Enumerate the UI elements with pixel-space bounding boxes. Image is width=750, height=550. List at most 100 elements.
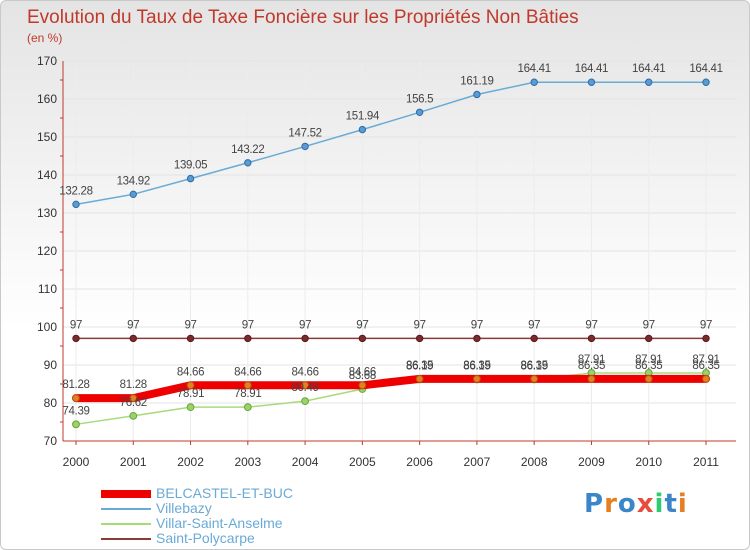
data-label-villar-saint-anselme: 87.91 <box>692 354 719 366</box>
data-point-saint-polycarpe <box>129 334 137 343</box>
x-tick-label: 2009 <box>578 455 605 469</box>
data-point-belcastel-et-buc <box>72 394 80 403</box>
data-point-villar-saint-anselme <box>301 397 309 406</box>
data-label-saint-polycarpe: 97 <box>585 319 597 331</box>
data-label-saint-polycarpe: 97 <box>127 319 139 331</box>
data-label-saint-polycarpe: 97 <box>70 319 82 331</box>
data-label-villebazy: 164.41 <box>575 63 608 75</box>
data-point-belcastel-et-buc <box>243 381 252 390</box>
data-point-villebazy <box>645 78 653 86</box>
data-label-villebazy: 132.28 <box>59 185 92 197</box>
data-label-saint-polycarpe: 97 <box>471 319 483 331</box>
data-point-saint-polycarpe <box>186 334 195 343</box>
logo-letter: x <box>636 489 655 519</box>
proxiti-logo: Proxiti <box>584 489 688 519</box>
data-point-villebazy <box>530 78 538 86</box>
data-point-villar-saint-anselme <box>243 403 252 412</box>
data-label-belcastel-et-buc: 81.28 <box>120 379 147 391</box>
data-label-belcastel-et-buc: 84.66 <box>234 366 261 378</box>
data-label-villar-saint-anselme: 86.19 <box>521 360 548 372</box>
legend-swatch <box>101 523 151 525</box>
data-label-villebazy: 139.05 <box>174 160 207 172</box>
logo-letter: t <box>664 489 678 519</box>
data-point-belcastel-et-buc <box>301 381 309 390</box>
data-label-villebazy: 143.22 <box>231 144 264 156</box>
data-label-villar-saint-anselme: 74.39 <box>62 405 89 417</box>
legend-swatch <box>101 538 151 540</box>
data-point-villebazy <box>415 108 424 117</box>
logo-letter: P <box>584 489 605 519</box>
data-point-villar-saint-anselme <box>129 411 138 420</box>
data-label-villar-saint-anselme: 87.91 <box>635 354 662 366</box>
x-tick-label: 2010 <box>635 455 662 469</box>
x-tick-label: 2006 <box>406 455 433 469</box>
data-label-villar-saint-anselme: 83.68 <box>349 370 376 382</box>
data-point-villebazy <box>358 125 367 134</box>
data-point-villebazy <box>301 142 309 151</box>
y-tick-label: 160 <box>37 92 57 106</box>
chart-title: Evolution du Taux de Taxe Foncière sur l… <box>27 7 579 28</box>
y-tick-label: 110 <box>38 282 57 296</box>
data-point-belcastel-et-buc <box>473 374 481 383</box>
data-label-villebazy: 164.41 <box>517 63 550 75</box>
x-tick-label: 2008 <box>521 455 548 469</box>
data-point-villebazy <box>129 190 137 199</box>
x-tick-label: 2003 <box>234 455 261 469</box>
data-point-saint-polycarpe <box>702 334 710 343</box>
data-label-villebazy: 164.41 <box>689 63 722 75</box>
y-tick-label: 80 <box>44 396 58 410</box>
data-point-saint-polycarpe <box>358 334 367 343</box>
logo-letter: i <box>677 489 688 519</box>
data-label-villar-saint-anselme: 76.62 <box>120 397 147 409</box>
x-tick-label: 2007 <box>464 455 491 469</box>
logo-letter: r <box>604 489 618 519</box>
y-tick-label: 150 <box>37 130 57 144</box>
data-label-villebazy: 134.92 <box>117 175 150 187</box>
data-point-villebazy <box>587 78 596 86</box>
y-tick-label: 100 <box>37 320 57 334</box>
y-tick-label: 170 <box>37 54 57 68</box>
data-point-belcastel-et-buc <box>587 374 596 383</box>
data-label-saint-polycarpe: 97 <box>356 319 368 331</box>
data-point-belcastel-et-buc <box>415 374 424 383</box>
data-label-belcastel-et-buc: 86.35 <box>578 360 605 372</box>
data-label-villar-saint-anselme: 86.19 <box>463 360 490 372</box>
data-label-saint-polycarpe: 97 <box>643 319 655 331</box>
data-label-saint-polycarpe: 97 <box>299 319 311 331</box>
data-label-belcastel-et-buc: 81.28 <box>62 379 89 391</box>
series-line-villebazy <box>75 81 707 206</box>
data-point-villebazy <box>186 174 195 183</box>
data-point-saint-polycarpe <box>645 334 653 343</box>
y-axis-unit: (en %) <box>27 31 63 45</box>
data-point-saint-polycarpe <box>587 334 596 343</box>
data-label-belcastel-et-buc: 84.66 <box>177 366 204 378</box>
data-label-villebazy: 164.41 <box>632 63 665 75</box>
legend-swatch <box>101 490 151 498</box>
data-label-villar-saint-anselme: 86.19 <box>406 360 433 372</box>
data-point-belcastel-et-buc <box>129 394 138 403</box>
data-point-saint-polycarpe <box>301 334 309 343</box>
legend-label: Villar-Saint-Anselme <box>156 515 283 531</box>
data-label-villar-saint-anselme: 87.91 <box>578 354 605 366</box>
data-label-saint-polycarpe: 97 <box>414 319 426 331</box>
data-label-belcastel-et-buc: 86.35 <box>635 360 662 372</box>
x-tick-label: 2005 <box>349 455 376 469</box>
x-tick-label: 2004 <box>292 455 319 469</box>
x-tick-label: 2002 <box>177 455 204 469</box>
data-point-belcastel-et-buc <box>530 374 539 383</box>
data-point-saint-polycarpe <box>244 334 252 343</box>
data-label-saint-polycarpe: 97 <box>242 319 254 331</box>
data-point-saint-polycarpe <box>530 334 538 343</box>
data-label-villebazy: 161.19 <box>460 75 493 87</box>
legend-label: Saint-Polycarpe <box>156 530 255 546</box>
y-tick-label: 130 <box>37 206 57 220</box>
y-tick-label: 120 <box>37 244 57 258</box>
logo-letter: o <box>617 489 637 519</box>
y-tick-label: 140 <box>37 168 57 182</box>
legend-label: Villebazy <box>156 500 212 516</box>
data-point-saint-polycarpe <box>473 334 481 343</box>
data-label-villar-saint-anselme: 80.49 <box>291 382 318 394</box>
data-label-belcastel-et-buc: 86.35 <box>521 360 548 372</box>
